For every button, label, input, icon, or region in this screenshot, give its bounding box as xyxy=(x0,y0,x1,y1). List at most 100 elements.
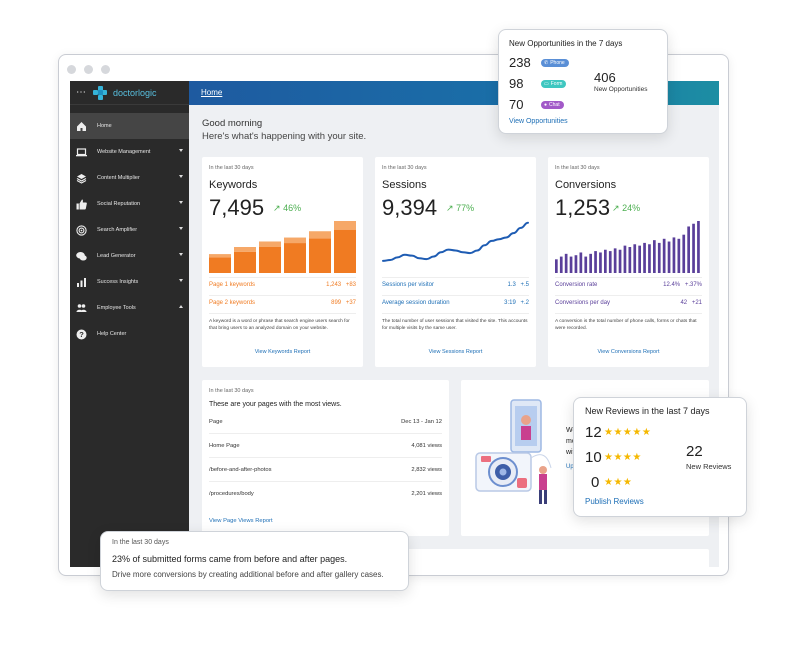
stat-row: Sessions per visitor 1.3 +.5 xyxy=(382,282,529,288)
conversions-bar xyxy=(682,234,686,273)
sidebar-item-search-amplifier[interactable]: Search Amplifier xyxy=(70,217,189,243)
sidebar-item-social-reputation[interactable]: Social Reputation xyxy=(70,191,189,217)
stat-delta: +21 xyxy=(691,300,702,306)
menu-icon[interactable]: ⋯ xyxy=(76,87,87,98)
stat-value: 1,243 xyxy=(326,282,342,288)
breadcrumb-home[interactable]: Home xyxy=(201,88,223,97)
stat-label: Page 1 keywords xyxy=(209,282,256,288)
phone-badge: ✆ Phone xyxy=(541,59,569,67)
divider xyxy=(382,313,529,314)
sidebar-item-help-center[interactable]: ? Help Center xyxy=(70,321,189,347)
laptop-icon xyxy=(76,147,87,158)
layers-icon xyxy=(76,173,87,184)
page-path: /before-and-after-photos xyxy=(209,467,272,473)
sessions-line xyxy=(382,221,529,262)
divider xyxy=(555,295,702,296)
conversions-bar xyxy=(667,241,671,273)
conversions-bar xyxy=(555,259,558,273)
card-delta-value: 46% xyxy=(283,203,302,213)
divider xyxy=(209,295,356,296)
conversions-bar xyxy=(692,223,695,273)
divider xyxy=(382,295,529,296)
stat-delta: +83 xyxy=(345,282,356,288)
insight-body: Drive more conversions by creating addit… xyxy=(112,570,384,579)
review-count: 10 xyxy=(585,449,602,466)
chevron-down-icon[interactable] xyxy=(179,279,183,282)
trend-up-icon: ↗ xyxy=(612,203,620,213)
stat-value: 1.3 xyxy=(507,282,516,288)
keywords-bar xyxy=(234,251,256,273)
divider xyxy=(555,277,702,278)
conversions-card: In the last 30 days Conversions 1,253 ↗ … xyxy=(548,157,709,367)
conversions-bar-chart xyxy=(555,221,700,273)
three-star-icon: ★★★ xyxy=(604,477,633,488)
thumbs-up-icon xyxy=(76,199,87,210)
conversions-bar xyxy=(584,256,588,273)
card-value: 1,253 xyxy=(555,195,611,220)
sidebar-item-success-insights[interactable]: Success Insights xyxy=(70,269,189,295)
stat-value: 12.4% xyxy=(663,282,681,288)
form-badge: ▭ Form xyxy=(541,80,567,88)
conversions-bar xyxy=(608,251,612,273)
sidebar-item-label: Website Management xyxy=(97,149,151,155)
card-delta: ↗ 46% xyxy=(273,203,301,214)
view-conversions-report-link[interactable]: View Conversions Report xyxy=(597,349,660,355)
trend-up-icon: ↗ xyxy=(446,203,454,213)
sidebar-item-content-multiplier[interactable]: Content Multiplier xyxy=(70,165,189,191)
view-opportunities-link[interactable]: View Opportunities xyxy=(509,118,568,125)
chevron-down-icon[interactable] xyxy=(179,175,183,178)
sessions-card: In the last 30 days Sessions 9,394 ↗ 77%… xyxy=(375,157,536,367)
sessions-line-chart xyxy=(382,221,529,262)
window-dot-icon[interactable] xyxy=(84,65,93,74)
sidebar-item-label: Social Reputation xyxy=(97,201,141,207)
conversions-bar xyxy=(589,253,592,273)
table-header: Page Dec 13 - Jan 12 xyxy=(209,419,442,425)
table-row[interactable]: /before-and-after-photos 2,832 views xyxy=(209,467,442,473)
view-page-views-report-link[interactable]: View Page Views Report xyxy=(209,518,273,524)
sidebar-item-home[interactable]: Home xyxy=(70,113,189,139)
view-sessions-report-link[interactable]: View Sessions Report xyxy=(428,349,483,355)
stat-value: 3:19 xyxy=(504,300,516,306)
conversions-bar xyxy=(672,237,676,273)
card-title: New Opportunities in the 7 days xyxy=(509,39,623,48)
stat-row: Average session duration 3:19 +.2 xyxy=(382,300,529,306)
divider xyxy=(209,313,356,314)
sidebar-item-label: Search Amplifier xyxy=(97,227,138,233)
target-icon xyxy=(76,224,87,236)
sidebar-item-lead-generator[interactable]: Lead Generator xyxy=(70,243,189,269)
badge-label: Chat xyxy=(549,102,560,108)
table-row[interactable]: Home Page 4,081 views xyxy=(209,443,442,449)
sidebar-item-label: Success Insights xyxy=(97,279,139,285)
page-views: 2,832 views xyxy=(411,467,442,473)
form-icon: ▭ xyxy=(544,81,549,87)
keywords-bar-chart xyxy=(209,221,356,273)
review-count: 12 xyxy=(585,424,602,441)
window-dot-icon[interactable] xyxy=(67,65,76,74)
page-views: 4,081 views xyxy=(411,443,442,449)
conversions-bar xyxy=(564,253,568,273)
keywords-bar-segment xyxy=(334,221,356,230)
stat-delta: +37 xyxy=(345,300,356,306)
chevron-down-icon[interactable] xyxy=(179,227,183,230)
total-reviews-label: New Reviews xyxy=(686,462,732,471)
window-dot-icon[interactable] xyxy=(101,65,110,74)
card-period: In the last 30 days xyxy=(112,539,169,546)
view-keywords-report-link[interactable]: View Keywords Report xyxy=(254,349,311,355)
keywords-bar-segment xyxy=(309,231,331,239)
stat-label: Sessions per visitor xyxy=(382,282,435,288)
sidebar-item-employee-tools[interactable]: Employee Tools xyxy=(70,295,189,321)
table-row[interactable]: /procedures/body 2,201 views xyxy=(209,491,442,497)
badge-label: Form xyxy=(550,81,563,87)
chevron-down-icon[interactable] xyxy=(179,149,183,152)
publish-reviews-link[interactable]: Publish Reviews xyxy=(585,497,644,506)
trend-up-icon: ↗ xyxy=(273,203,281,213)
conversions-bar xyxy=(618,249,622,273)
chevron-down-icon[interactable] xyxy=(179,253,183,256)
sidebar-item-website-management[interactable]: Website Management xyxy=(70,139,189,165)
chevron-down-icon[interactable] xyxy=(179,201,183,204)
chat-badge: ● Chat xyxy=(541,101,564,109)
sidebar-item-label: Employee Tools xyxy=(97,305,136,311)
divider xyxy=(555,313,702,314)
stat-label: Conversion rate xyxy=(555,282,598,288)
chevron-up-icon[interactable] xyxy=(179,305,183,308)
